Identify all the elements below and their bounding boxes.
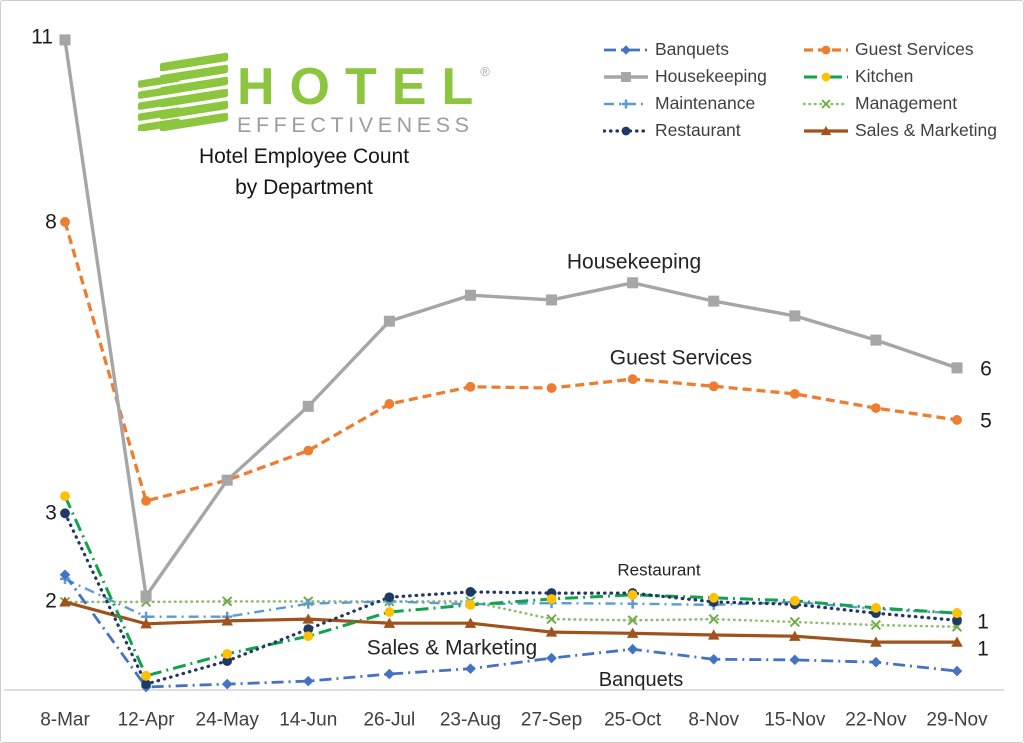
legend-item-banquets: Banquets	[603, 36, 803, 63]
legend-label-management: Management	[855, 93, 958, 113]
registered-trademark: ®	[480, 64, 490, 79]
series-line-restaurant	[63, 511, 959, 686]
series-line-guest-services	[63, 221, 958, 503]
legend-label-maintenance: Maintenance	[655, 93, 756, 113]
x-tick-26-jul: 26-Jul	[363, 710, 415, 731]
point-label-11: 11	[31, 26, 53, 49]
series-markers-kitchen	[60, 491, 962, 681]
building-icon	[138, 52, 228, 131]
x-tick-12-apr: 12-Apr	[118, 710, 176, 731]
chart-title-line1: Hotel Employee Count	[198, 145, 410, 168]
x-tick-15-nov: 15-Nov	[764, 710, 826, 731]
x-tick-27-sep: 27-Sep	[521, 710, 582, 731]
point-label-3: 3	[45, 502, 57, 525]
chart-title: Hotel Employee Count by Department	[151, 141, 457, 203]
legend-label-banquets: Banquets	[655, 39, 729, 59]
legend-swatch-maintenance	[604, 99, 648, 108]
legend-label-housekeeping: Housekeeping	[655, 66, 767, 86]
annotation-housekeeping: Housekeeping	[567, 251, 701, 274]
annotation-banquets: Banquets	[599, 669, 684, 691]
legend-swatch-management	[803, 98, 849, 109]
legend-label-kitchen: Kitchen	[855, 66, 914, 86]
legend-item-housekeeping: Housekeeping	[603, 63, 803, 90]
legend-swatch-kitchen	[804, 72, 848, 81]
series-line-housekeeping	[63, 39, 958, 598]
series-line-kitchen	[63, 495, 958, 678]
x-tick-23-aug: 23-Aug	[440, 710, 501, 731]
logo-text: HOTEL® EFFECTIVENESS	[237, 47, 490, 138]
x-tick-8-mar: 8-Mar	[40, 710, 90, 731]
x-tick-29-nov: 29-Nov	[926, 710, 988, 731]
point-label-2: 2	[45, 590, 57, 613]
series-line-sales-marketing	[64, 600, 957, 644]
legend-label-restaurant: Restaurant	[655, 120, 741, 140]
brand-name: HOTEL®	[237, 58, 490, 116]
series-markers-housekeeping	[59, 34, 963, 602]
legend-item-guest-services: Guest Services	[803, 36, 1023, 63]
hotel-effectiveness-logo: HOTEL® EFFECTIVENESS	[136, 45, 490, 138]
annotation-sales-marketing: Sales & Marketing	[367, 637, 537, 660]
series-markers-guest-services	[60, 217, 962, 506]
legend-item-sales-marketing: Sales & Marketing	[803, 117, 1023, 144]
legend-swatch-banquets	[604, 44, 648, 55]
series-line-banquets	[63, 573, 958, 689]
x-tick-24-may: 24-May	[196, 710, 260, 731]
x-tick-14-jun: 14-Jun	[279, 710, 337, 731]
annotation-restaurant: Restaurant	[617, 561, 700, 580]
series-markers-maintenance	[60, 573, 962, 622]
point-label-1: 1	[977, 638, 989, 661]
point-label-1: 1	[977, 611, 989, 634]
point-label-6: 6	[980, 358, 992, 381]
legend-label-sales-marketing: Sales & Marketing	[855, 120, 998, 140]
x-tick-8-nov: 8-Nov	[688, 710, 739, 731]
legend-item-management: Management	[803, 90, 1023, 117]
legend-item-kitchen: Kitchen	[803, 63, 1023, 90]
brand-subtitle: EFFECTIVENESS	[237, 113, 474, 137]
series-line-maintenance	[64, 577, 958, 618]
legend-swatch-restaurant	[603, 126, 649, 135]
legend-swatch-guest-services	[804, 45, 848, 54]
legend-swatch-sales-marketing	[804, 125, 848, 135]
x-tick-25-oct: 25-Oct	[604, 710, 662, 731]
annotation-guest-services: Guest Services	[610, 347, 752, 370]
legend-label-guest-services: Guest Services	[855, 39, 974, 59]
chart-title-line2: by Department	[235, 176, 373, 199]
legend-swatch-housekeeping	[604, 71, 648, 82]
chart-legend: Banquets Guest Services Housekeeping Kitche…	[603, 36, 1023, 144]
legend-item-restaurant: Restaurant	[603, 117, 803, 144]
point-label-8: 8	[45, 211, 57, 234]
x-tick-22-nov: 22-Nov	[845, 710, 907, 731]
series-line-management	[63, 600, 959, 629]
series-markers-banquets	[59, 569, 963, 693]
legend-item-maintenance: Maintenance	[603, 90, 803, 117]
series-markers-sales-marketing	[59, 596, 963, 647]
point-label-5: 5	[980, 410, 992, 433]
